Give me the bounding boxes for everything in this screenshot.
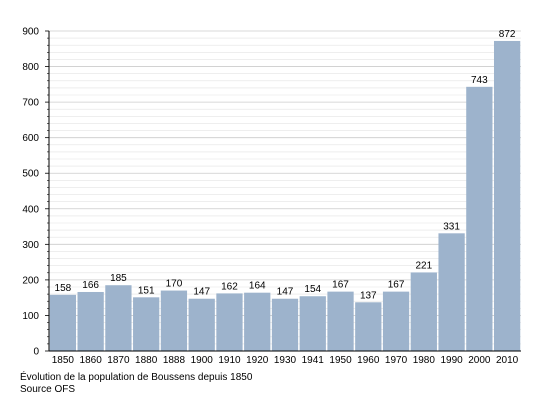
x-tick-label: 2010	[496, 355, 519, 366]
bar	[271, 298, 299, 351]
bar-value-label: 167	[388, 280, 405, 291]
bar	[382, 291, 410, 351]
bar-value-label: 137	[360, 290, 377, 301]
bar	[355, 302, 382, 351]
bar-value-label: 743	[471, 75, 488, 86]
x-tick-label: 1850	[52, 355, 75, 366]
y-tick-label: 500	[22, 169, 39, 180]
y-tick-label: 200	[22, 275, 39, 286]
bar-value-label: 167	[332, 280, 349, 291]
x-tick-label: 1870	[107, 355, 130, 366]
chart-caption: Évolution de la population de Boussens d…	[20, 372, 253, 383]
bar	[188, 298, 215, 351]
x-tick-label: 1930	[274, 355, 297, 366]
bar-value-label: 872	[499, 29, 516, 40]
bar-value-label: 147	[277, 287, 294, 298]
y-tick-label: 100	[22, 311, 39, 322]
x-tick-label: 1941	[302, 355, 325, 366]
y-tick-label: 700	[22, 98, 39, 109]
bar-value-label: 154	[304, 284, 321, 295]
bar	[77, 291, 104, 351]
bar-value-label: 170	[166, 279, 183, 290]
bar-value-label: 147	[193, 287, 210, 298]
bar	[327, 291, 354, 351]
bar	[493, 40, 521, 351]
y-tick-label: 800	[22, 62, 39, 73]
bar	[105, 285, 132, 351]
x-tick-label: 1920	[246, 355, 269, 366]
bar	[244, 292, 271, 351]
bar-value-label: 221	[415, 260, 432, 271]
x-tick-label: 1990	[440, 355, 463, 366]
bar	[49, 294, 77, 351]
bar-value-label: 164	[249, 281, 266, 292]
bar-value-label: 162	[221, 281, 238, 292]
bar	[438, 233, 465, 351]
x-tick-label: 1860	[80, 355, 103, 366]
x-tick-label: 1900	[191, 355, 214, 366]
y-tick-label: 600	[22, 133, 39, 144]
x-tick-label: 1950	[329, 355, 352, 366]
x-tick-label: 1888	[163, 355, 186, 366]
bar-value-label: 151	[138, 285, 155, 296]
y-tick-label: 300	[22, 240, 39, 251]
bar	[133, 297, 160, 351]
x-tick-label: 1970	[385, 355, 408, 366]
x-tick-label: 2000	[468, 355, 491, 366]
y-tick-label: 0	[33, 347, 39, 358]
bar-value-label: 331	[443, 221, 460, 232]
x-tick-label: 1910	[218, 355, 241, 366]
bar	[299, 296, 326, 351]
y-tick-label: 900	[22, 27, 39, 38]
bar-value-label: 185	[110, 273, 127, 284]
y-tick-label: 400	[22, 204, 39, 215]
x-tick-label: 1880	[135, 355, 158, 366]
bar-value-label: 166	[82, 280, 99, 291]
chart-source: Source OFS	[20, 384, 76, 395]
bar-value-label: 158	[55, 283, 72, 294]
x-tick-label: 1960	[357, 355, 380, 366]
x-tick-label: 1980	[413, 355, 436, 366]
bar	[216, 293, 243, 351]
bar	[466, 86, 493, 352]
bar	[410, 272, 437, 351]
bar	[160, 290, 188, 351]
